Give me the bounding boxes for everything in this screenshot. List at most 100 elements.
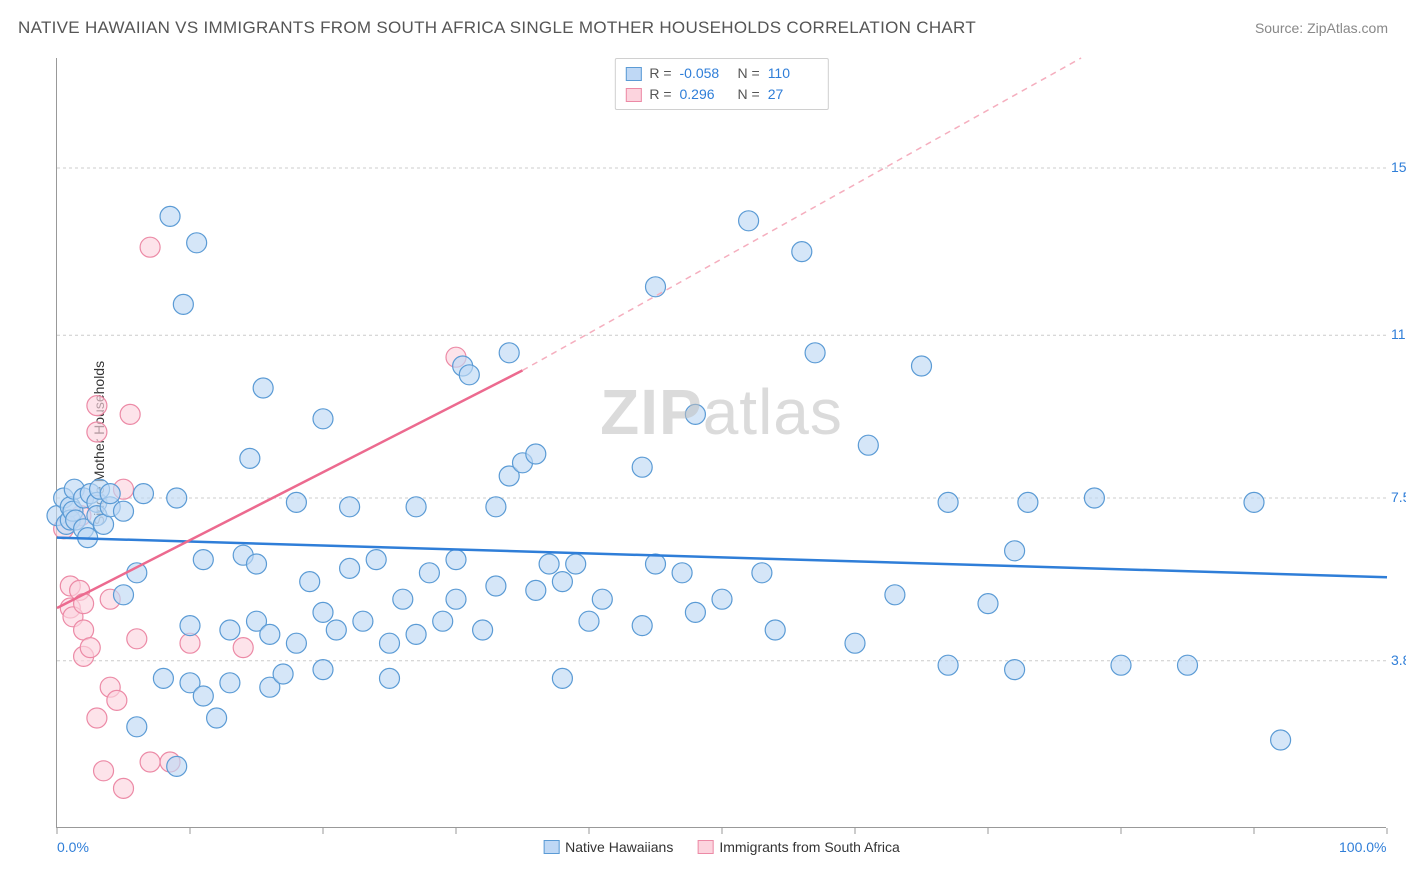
scatter-point [133,484,153,504]
stats-row-blue: R = -0.058 N = 110 [625,63,817,84]
chart-svg [57,58,1386,827]
chart-title: NATIVE HAWAIIAN VS IMMIGRANTS FROM SOUTH… [18,18,976,38]
x-tick-label: 100.0% [1339,839,1386,855]
scatter-point [247,554,267,574]
scatter-point [127,563,147,583]
scatter-point [473,620,493,640]
scatter-point [366,550,386,570]
scatter-point [433,611,453,631]
scatter-point [380,633,400,653]
scatter-point [114,501,134,521]
scatter-point [313,660,333,680]
scatter-point [1111,655,1131,675]
scatter-point [752,563,772,583]
y-tick-label: 11.2% [1391,326,1406,342]
scatter-point [180,616,200,636]
scatter-point [94,514,114,534]
scatter-point [406,624,426,644]
scatter-point [486,576,506,596]
scatter-point [672,563,692,583]
scatter-point [173,294,193,314]
scatter-point [765,620,785,640]
scatter-point [220,620,240,640]
scatter-point [858,435,878,455]
scatter-point [739,211,759,231]
y-tick-label: 15.0% [1391,159,1406,175]
r-label: R = [649,84,671,105]
scatter-point [685,602,705,622]
r-label: R = [649,63,671,84]
scatter-point [120,404,140,424]
bottom-legend: Native Hawaiians Immigrants from South A… [543,839,900,855]
n-value-blue: 110 [768,63,818,84]
scatter-point [207,708,227,728]
r-value-blue: -0.058 [680,63,730,84]
scatter-point [193,686,213,706]
scatter-point [340,558,360,578]
scatter-point [526,444,546,464]
scatter-point [1018,492,1038,512]
scatter-point [353,611,373,631]
scatter-point [114,585,134,605]
scatter-point [326,620,346,640]
scatter-point [632,616,652,636]
scatter-point [313,602,333,622]
scatter-point [74,620,94,640]
scatter-point [552,668,572,688]
scatter-point [300,572,320,592]
legend-label-pink: Immigrants from South Africa [719,839,900,855]
scatter-point [286,633,306,653]
scatter-point [566,554,586,574]
scatter-point [100,484,120,504]
y-tick-label: 7.5% [1391,489,1406,505]
scatter-point [286,492,306,512]
scatter-point [712,589,732,609]
scatter-point [94,761,114,781]
scatter-point [1244,492,1264,512]
legend-item-pink: Immigrants from South Africa [697,839,900,855]
scatter-point [646,277,666,297]
scatter-point [107,690,127,710]
scatter-point [552,572,572,592]
scatter-point [87,396,107,416]
scatter-point [313,409,333,429]
legend-label-blue: Native Hawaiians [565,839,673,855]
scatter-point [87,708,107,728]
scatter-point [1005,541,1025,561]
scatter-point [579,611,599,631]
scatter-point [273,664,293,684]
scatter-point [140,752,160,772]
swatch-blue-icon [625,67,641,81]
scatter-point [127,629,147,649]
scatter-point [167,756,187,776]
scatter-point [393,589,413,609]
scatter-point [87,422,107,442]
scatter-point [260,624,280,644]
scatter-point [1005,660,1025,680]
scatter-point [499,343,519,363]
scatter-point [446,550,466,570]
x-tick-label: 0.0% [57,839,89,855]
source-label: Source: ZipAtlas.com [1255,20,1388,36]
scatter-point [180,633,200,653]
scatter-point [446,589,466,609]
scatter-point [240,448,260,468]
scatter-point [127,717,147,737]
scatter-point [1271,730,1291,750]
scatter-point [646,554,666,574]
scatter-point [253,378,273,398]
n-label: N = [738,63,760,84]
y-tick-label: 3.8% [1391,652,1406,668]
swatch-pink-icon [697,840,713,854]
scatter-point [938,492,958,512]
scatter-point [193,550,213,570]
scatter-point [419,563,439,583]
plot-area: Single Mother Households ZIPatlas R = -0… [56,58,1386,828]
scatter-point [153,668,173,688]
scatter-point [938,655,958,675]
scatter-point [160,206,180,226]
scatter-point [685,404,705,424]
scatter-point [885,585,905,605]
swatch-blue-icon [543,840,559,854]
n-label: N = [738,84,760,105]
